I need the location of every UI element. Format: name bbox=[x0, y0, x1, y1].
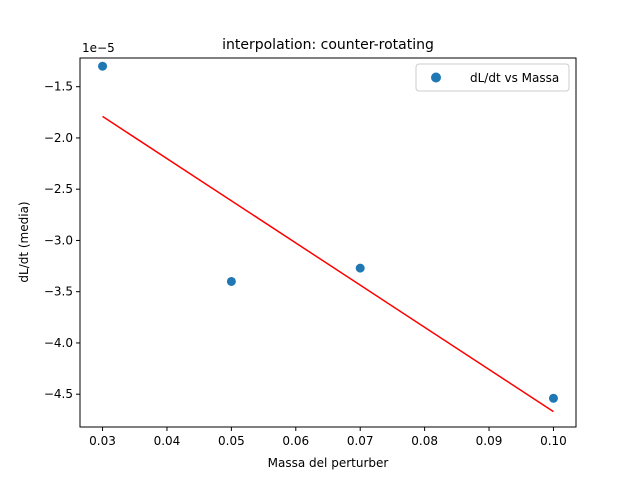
x-tick-label: 0.06 bbox=[282, 434, 309, 448]
y-tick-label: −3.5 bbox=[44, 285, 73, 299]
x-tick-label: 0.05 bbox=[218, 434, 245, 448]
x-tick-label: 0.03 bbox=[89, 434, 116, 448]
legend: dL/dt vs Massa bbox=[415, 63, 570, 92]
x-axis-label: Massa del perturber bbox=[268, 456, 389, 470]
plot-area bbox=[98, 61, 558, 413]
data-point bbox=[548, 393, 558, 403]
legend-label: dL/dt vs Massa bbox=[470, 71, 559, 85]
data-point bbox=[98, 61, 108, 71]
y-tick-label: −4.5 bbox=[44, 387, 73, 401]
x-tick-label: 0.04 bbox=[154, 434, 181, 448]
y-tick-label: −3.0 bbox=[44, 233, 73, 247]
x-tick-label: 0.09 bbox=[476, 434, 503, 448]
y-axis-offset-label: 1e−5 bbox=[82, 41, 115, 55]
y-tick-label: −1.5 bbox=[44, 80, 73, 94]
y-tick-label: −2.0 bbox=[44, 131, 73, 145]
data-point bbox=[226, 276, 236, 286]
legend-box bbox=[415, 63, 570, 92]
x-tick-label: 0.07 bbox=[347, 434, 374, 448]
y-axis-label: dL/dt (media) bbox=[17, 201, 31, 282]
legend-marker bbox=[431, 72, 441, 83]
x-tick-label: 0.08 bbox=[411, 434, 438, 448]
data-point bbox=[355, 263, 365, 273]
axes-frame bbox=[79, 57, 577, 428]
x-tick-label: 0.10 bbox=[540, 434, 567, 448]
fit-line bbox=[102, 115, 554, 413]
chart-title: interpolation: counter-rotating bbox=[222, 37, 434, 53]
y-tick-label: −2.5 bbox=[44, 182, 73, 196]
y-axis: −4.5 −4.0 −3.5 −3.0 −2.5 −2.0 −1.5 bbox=[44, 80, 80, 401]
y-tick-label: −4.0 bbox=[44, 336, 73, 350]
x-axis: 0.03 0.04 0.05 0.06 0.07 0.08 0.09 0.10 bbox=[89, 427, 567, 448]
